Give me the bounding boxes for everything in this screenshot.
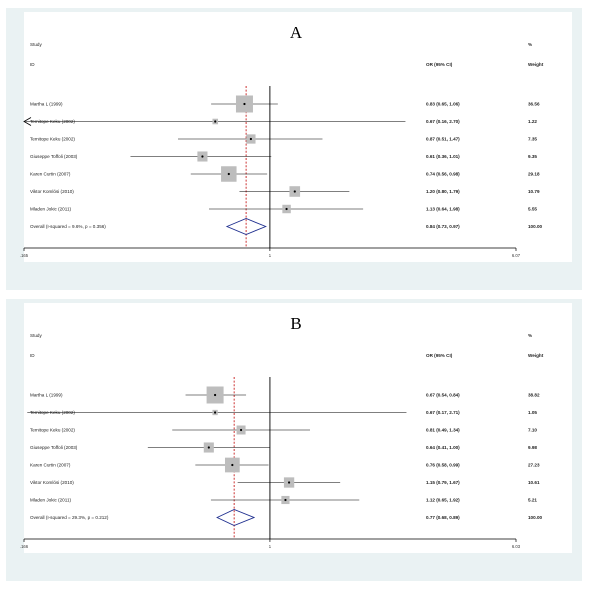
p0-overall-or-ci-text: 0.84 (0.73, 0.97) — [426, 224, 460, 229]
p0-study-label-2: Temitope Keku (2002) — [30, 137, 75, 142]
p1-or-ci-text-1: 0.67 (0.17, 2.71) — [426, 410, 460, 415]
p1-weight-text-2: 7.10 — [528, 428, 537, 433]
p0-or-ci-text-4: 0.74 (0.56, 0.98) — [426, 172, 460, 177]
p1-point-estimate-1 — [213, 411, 217, 414]
p1-point-estimate-6 — [284, 498, 287, 502]
p0-point-estimate-5 — [293, 190, 296, 193]
p0-or-ci-text-5: 1.20 (0.80, 1.79) — [426, 189, 460, 194]
p1-weight-text-4: 27.23 — [528, 463, 540, 468]
p1-panel-label: B — [290, 314, 301, 333]
p0-study-label-0: Martha L (1999) — [30, 102, 63, 107]
p0-plot-area — [24, 12, 572, 262]
p0-or-ci-text-2: 0.87 (0.51, 1.47) — [426, 137, 460, 142]
p1-point-estimate-5 — [287, 481, 291, 484]
p1-overall-weight-text: 100.00 — [528, 515, 542, 520]
p1-study-label-2: Temitope Keku (2002) — [30, 428, 75, 433]
p0-point-estimate-1 — [214, 120, 217, 123]
p1-or-ci-text-5: 1.15 (0.79, 1.67) — [426, 480, 460, 485]
p0-weight-text-0: 36.56 — [528, 102, 540, 107]
p1-point-estimate-4 — [231, 463, 234, 467]
p0-overall-label: Overall (I-squared = 9.6%, p = 0.356) — [30, 224, 106, 229]
p0-weight-text-1: 1.22 — [528, 119, 537, 124]
p0-or-ci-text-0: 0.83 (0.65, 1.06) — [426, 102, 460, 107]
p1-study-label-5: Viktor Komlósi (2010) — [30, 480, 74, 485]
p1-plot-area — [24, 303, 572, 553]
p0-x-tick-label-2: 6.07 — [512, 253, 521, 258]
p1-overall-label: Overall (I-squared = 29.3%, p = 0.212) — [30, 515, 109, 520]
p1-header-weight: Weight — [528, 353, 544, 358]
p1-point-estimate-3 — [207, 446, 210, 449]
p1-header-pct: % — [528, 333, 532, 338]
p1-overall-diamond — [216, 509, 256, 526]
p0-study-label-3: Giuseppe Toffoli (2003) — [30, 154, 78, 159]
p1-header-id: ID — [30, 353, 35, 358]
p1-or-ci-text-3: 0.64 (0.41, 1.00) — [426, 445, 460, 450]
p0-or-ci-text-6: 1.13 (0.64, 1.98) — [426, 207, 460, 212]
p1-or-ci-text-6: 1.12 (0.65, 1.92) — [426, 498, 460, 503]
p0-header-study: Study — [30, 42, 42, 47]
p0-header-weight: Weight — [528, 62, 544, 67]
p1-overall-or-ci-text: 0.77 (0.68, 0.89) — [426, 515, 460, 520]
p1-header-study: Study — [30, 333, 42, 338]
p1-or-ci-text-4: 0.76 (0.58, 0.99) — [426, 463, 460, 468]
p0-weight-text-6: 5.55 — [528, 207, 537, 212]
p0-ci-arrow-1 — [23, 117, 32, 126]
p0-header-pct: % — [528, 42, 532, 47]
p0-point-estimate-3 — [201, 155, 204, 158]
forest-plot-a-svg: A Study ID OR (95% CI)% Weight Martha L (1999… — [20, 12, 572, 262]
forest-plot-a: A Study ID OR (95% CI)% Weight Martha L (1999… — [6, 8, 582, 290]
p1-study-label-0: Martha L (1999) — [30, 393, 63, 398]
p0-or-ci-text-1: 0.67 (0.16, 2.70) — [426, 119, 460, 124]
p1-weight-text-6: 5.21 — [528, 498, 537, 503]
p0-point-estimate-0 — [243, 102, 246, 106]
p0-point-estimate-2 — [249, 137, 252, 141]
p1-header-or-ci: OR (95% CI) — [426, 353, 453, 358]
p1-x-tick-label-2: 6.03 — [512, 544, 521, 549]
p0-study-label-6: Mladen Jokic (2011) — [30, 207, 71, 212]
p1-point-estimate-2 — [239, 428, 243, 432]
p0-x-tick-label-1: 1 — [269, 253, 272, 258]
p0-point-estimate-4 — [227, 172, 230, 176]
p0-x-tick-label-0: .165 — [20, 253, 29, 258]
p0-point-estimate-6 — [285, 207, 288, 211]
p1-weight-text-1: 1.05 — [528, 410, 537, 415]
p0-header-or-ci: OR (95% CI) — [426, 62, 453, 67]
forest-plot-b-svg: B Study ID OR (95% CI)% Weight Martha L (1999… — [20, 303, 572, 553]
p0-header-id: ID — [30, 62, 35, 67]
p1-x-tick-label-0: .166 — [20, 544, 29, 549]
forest-plot-b: B Study ID OR (95% CI)% Weight Martha L (1999… — [6, 299, 582, 581]
p1-or-ci-text-0: 0.67 (0.54, 0.84) — [426, 393, 460, 398]
p0-or-ci-text-3: 0.61 (0.36, 1.01) — [426, 154, 460, 159]
p1-x-tick-label-1: 1 — [269, 544, 272, 549]
p0-panel-label: A — [290, 23, 303, 42]
p1-study-label-3: Giuseppe Toffoli (2003) — [30, 445, 78, 450]
p0-study-label-4: Karen Curtin (2007) — [30, 172, 71, 177]
p0-study-label-5: Viktor Komlósi (2010) — [30, 189, 74, 194]
p1-point-estimate-0 — [213, 393, 217, 397]
p1-weight-text-0: 38.82 — [528, 393, 540, 398]
p0-overall-diamond — [225, 218, 267, 235]
p0-weight-text-4: 29.18 — [528, 172, 540, 177]
p0-overall-weight-text: 100.00 — [528, 224, 542, 229]
p1-weight-text-5: 10.61 — [528, 480, 540, 485]
p1-or-ci-text-2: 0.81 (0.49, 1.34) — [426, 428, 460, 433]
p0-weight-text-3: 9.35 — [528, 154, 537, 159]
p1-study-label-6: Mladen Jokic (2011) — [30, 498, 71, 503]
p1-study-label-4: Karen Curtin (2007) — [30, 463, 71, 468]
p1-weight-text-3: 9.98 — [528, 445, 537, 450]
p0-weight-text-2: 7.35 — [528, 137, 537, 142]
p0-weight-text-5: 10.79 — [528, 189, 540, 194]
